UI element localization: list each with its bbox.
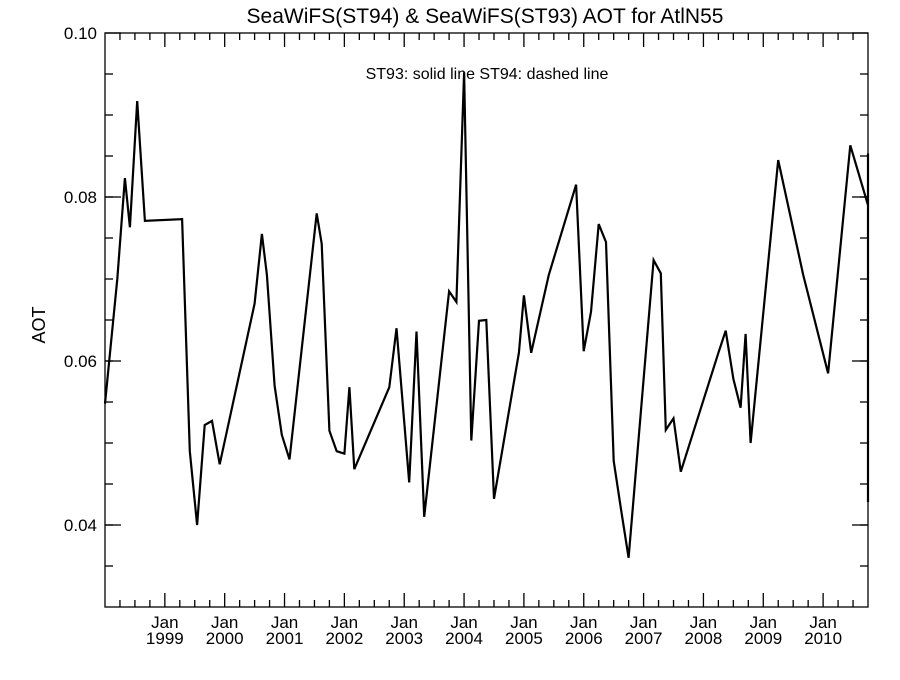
x-tick-label-month: Jan — [630, 613, 657, 632]
chart-title: SeaWiFS(ST94) & SeaWiFS(ST93) AOT for At… — [247, 5, 724, 28]
x-tick-label-year: 2007 — [625, 629, 663, 648]
x-tick-label-year: 2004 — [445, 629, 483, 648]
x-tick-label-year: 2002 — [325, 629, 363, 648]
x-tick-label-year: 2010 — [804, 629, 842, 648]
x-tick-label-month: Jan — [151, 613, 178, 632]
x-tick-label-month: Jan — [450, 613, 477, 632]
x-tick-label-year: 2000 — [206, 629, 244, 648]
x-tick-label-year: 2006 — [565, 629, 603, 648]
x-tick-label-month: Jan — [271, 613, 298, 632]
y-tick-label: 0.04 — [64, 516, 97, 535]
x-tick-label-year: 1999 — [146, 629, 184, 648]
y-tick-label: 0.08 — [64, 188, 97, 207]
y-tick-label: 0.10 — [64, 24, 97, 43]
x-tick-label-month: Jan — [331, 613, 358, 632]
y-axis-label: AOT — [29, 306, 49, 343]
x-tick-label-month: Jan — [809, 613, 836, 632]
x-tick-label-year: 2008 — [685, 629, 723, 648]
x-tick-label-month: Jan — [690, 613, 717, 632]
y-tick-label: 0.06 — [64, 352, 97, 371]
x-tick-label-month: Jan — [750, 613, 777, 632]
axis-tick-labels: 0.040.060.080.10Jan1999Jan2000Jan2001Jan… — [64, 24, 842, 648]
series-line-st93 — [103, 72, 870, 558]
x-tick-label-month: Jan — [211, 613, 238, 632]
x-tick-label-month: Jan — [391, 613, 418, 632]
x-tick-label-year: 2005 — [505, 629, 543, 648]
x-tick-label-year: 2003 — [385, 629, 423, 648]
x-tick-label-month: Jan — [510, 613, 537, 632]
x-tick-label-year: 2009 — [744, 629, 782, 648]
series-style-annotation: ST93: solid line ST94: dashed line — [366, 66, 609, 83]
axis-ticks — [105, 32, 868, 607]
x-tick-label-month: Jan — [570, 613, 597, 632]
x-tick-label-year: 2001 — [266, 629, 304, 648]
